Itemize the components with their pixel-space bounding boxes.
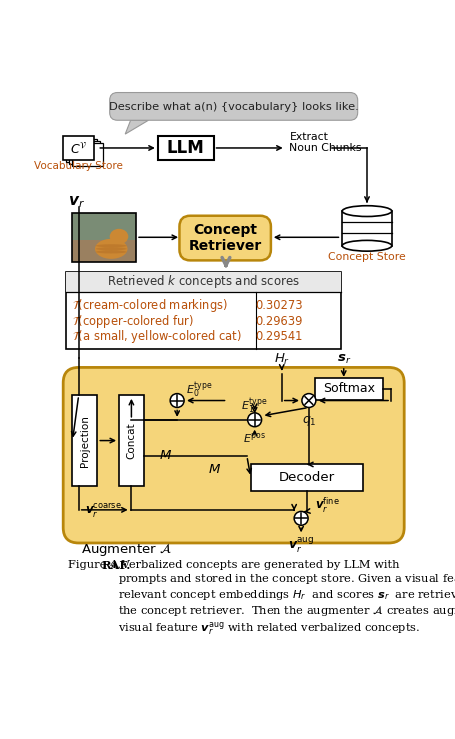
Bar [157, 136, 213, 160]
Text: Concept Store: Concept Store [328, 251, 405, 262]
Bar [72, 214, 136, 262]
Text: $\mathcal{T}$(copper-colored fur): $\mathcal{T}$(copper-colored fur) [71, 313, 193, 330]
Bar [72, 214, 136, 262]
Bar [66, 272, 341, 349]
Ellipse shape [341, 240, 391, 251]
Polygon shape [125, 120, 148, 134]
Text: Augmenter $\mathcal{A}$: Augmenter $\mathcal{A}$ [81, 541, 172, 558]
Ellipse shape [96, 251, 126, 253]
Circle shape [247, 413, 261, 426]
Bar [314, 378, 383, 400]
Bar [119, 395, 143, 486]
Text: 0.29639: 0.29639 [255, 315, 303, 327]
Bar [66, 272, 341, 292]
Text: $\boldsymbol{v}_r^{\rm coarse}$: $\boldsymbol{v}_r^{\rm coarse}$ [85, 501, 121, 519]
Text: Describe what a(n) {vocabulary} looks like.: Describe what a(n) {vocabulary} looks li… [109, 102, 358, 112]
Text: $\boldsymbol{s}_r$: $\boldsymbol{s}_r$ [336, 353, 350, 367]
Circle shape [293, 511, 308, 525]
Ellipse shape [341, 205, 391, 217]
Text: Retrieved $k$ concepts and scores: Retrieved $k$ concepts and scores [107, 273, 300, 290]
Text: Softmax: Softmax [323, 383, 374, 395]
Text: Figure 4.: Figure 4. [68, 560, 128, 570]
Circle shape [301, 394, 315, 407]
Text: $\boldsymbol{v}_r^{\rm aug}$: $\boldsymbol{v}_r^{\rm aug}$ [288, 537, 313, 555]
Text: $E_0^{\rm type}$: $E_0^{\rm type}$ [186, 381, 213, 401]
Text: $C^\mathcal{V}$: $C^\mathcal{V}$ [70, 142, 87, 157]
Text: Concept
Retriever: Concept Retriever [188, 223, 261, 253]
Text: Verbalized concepts are generated by LLM with
prompts and stored in the concept : Verbalized concepts are generated by LLM… [118, 560, 455, 638]
Text: $E_1^{\rm type}$: $E_1^{\rm type}$ [241, 396, 268, 416]
Bar [66, 139, 97, 162]
Text: $\mathcal{T}$(cream-colored markings): $\mathcal{T}$(cream-colored markings) [71, 297, 227, 314]
FancyBboxPatch shape [63, 367, 403, 543]
Ellipse shape [110, 229, 128, 244]
Text: Projection: Projection [80, 415, 90, 466]
Text: 0.29541: 0.29541 [255, 330, 303, 343]
Text: $\boldsymbol{v}_r$: $\boldsymbol{v}_r$ [68, 195, 85, 211]
Text: Vocabulary Store: Vocabulary Store [34, 160, 123, 171]
Text: Decoder: Decoder [278, 471, 334, 484]
Text: $\mathcal{T}$(a small, yellow-colored cat): $\mathcal{T}$(a small, yellow-colored ca… [71, 328, 241, 345]
Ellipse shape [95, 239, 127, 259]
Bar [341, 211, 391, 246]
Text: 0.30273: 0.30273 [255, 299, 303, 313]
Text: $\boldsymbol{v}_r^{\rm fine}$: $\boldsymbol{v}_r^{\rm fine}$ [314, 495, 339, 514]
Text: LLM: LLM [167, 139, 204, 157]
Text: Concat: Concat [126, 422, 136, 459]
Text: $M$: $M$ [159, 449, 172, 463]
Text: RAF.: RAF. [101, 560, 130, 571]
Text: $E^{\rm pos}$: $E^{\rm pos}$ [243, 431, 266, 445]
Ellipse shape [96, 248, 126, 251]
Text: $H_r$: $H_r$ [273, 353, 289, 367]
Bar [72, 395, 97, 486]
Bar [72, 143, 103, 166]
Bar [69, 141, 100, 164]
Text: $q_1$: $q_1$ [301, 415, 315, 429]
Text: $M$: $M$ [208, 463, 221, 476]
Bar [250, 464, 362, 491]
FancyBboxPatch shape [179, 216, 270, 260]
Bar [72, 240, 136, 262]
Circle shape [170, 394, 184, 407]
Text: Extract
Noun Chunks: Extract Noun Chunks [289, 132, 361, 154]
Ellipse shape [96, 244, 126, 248]
FancyBboxPatch shape [110, 92, 357, 120]
Bar [63, 137, 94, 160]
